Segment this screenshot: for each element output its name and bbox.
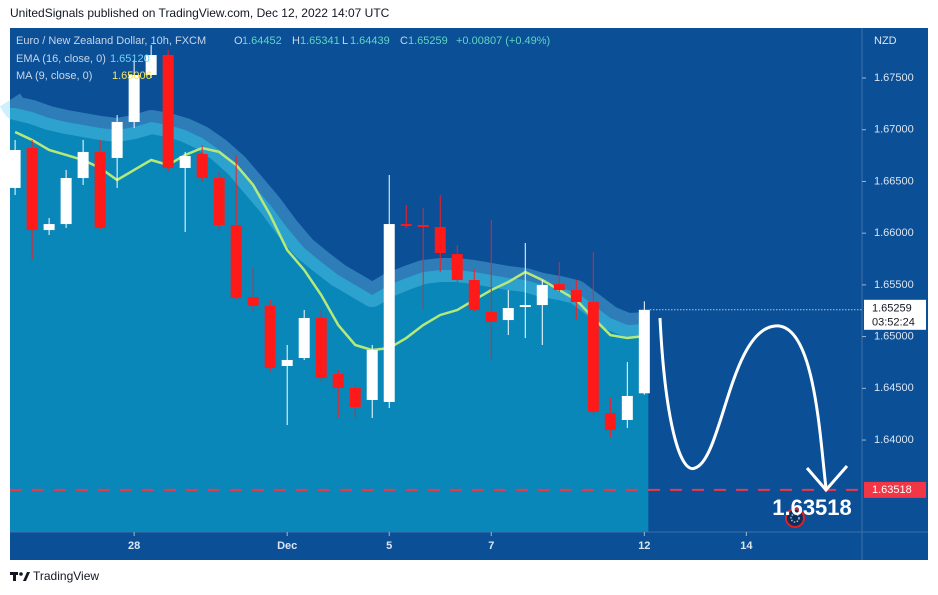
icon-dots [790, 513, 800, 523]
y-tick-label: 1.67500 [874, 72, 914, 84]
countdown-label: 03:52:24 [872, 317, 915, 329]
candle-body [434, 226, 446, 254]
legend-ohlc-value: 1.65341 [300, 35, 340, 47]
legend-ema-name: EMA (16, close, 0) [16, 53, 106, 65]
legend-ohlc-key: C [400, 35, 408, 47]
candle-body [247, 296, 259, 306]
legend-ohlc-key: L [342, 35, 348, 47]
candle-body [315, 317, 327, 378]
x-tick-label: 7 [488, 540, 494, 552]
legend-ema-value: 1.65120 [110, 53, 150, 65]
logo-part [13, 572, 16, 581]
y-tick-label: 1.64000 [874, 434, 914, 446]
y-tick-label: 1.66500 [874, 175, 914, 187]
candle-body [536, 284, 548, 306]
candle-body [281, 359, 293, 366]
last-price-box [864, 299, 926, 330]
x-tick-label: Dec [277, 540, 297, 552]
candle-body [111, 121, 123, 158]
candle-body [400, 224, 412, 227]
candle-body [417, 224, 429, 227]
publish-header: UnitedSignals published on TradingView.c… [10, 6, 390, 20]
y-tick-label: 1.65000 [874, 331, 914, 343]
candle-body [298, 317, 310, 359]
candle-body [349, 388, 361, 408]
level-price-box [864, 481, 926, 498]
legend-ohlc-value: 1.65259 [408, 35, 448, 47]
ema-band [0, 93, 645, 338]
candle-body [366, 350, 378, 401]
target-icon [785, 508, 805, 528]
candle-body [60, 178, 72, 225]
candle-body [638, 309, 650, 394]
candle-body [145, 55, 157, 75]
candle-body [468, 280, 480, 311]
candle-body [196, 154, 208, 179]
legend-ohlc-key: H [292, 35, 300, 47]
candle-body [162, 55, 174, 168]
last-price-label: 1.65259 [872, 303, 912, 315]
y-tick-label: 1.65500 [874, 279, 914, 291]
y-tick-label: 1.64500 [874, 382, 914, 394]
ma-line [14, 130, 645, 352]
y-tick-label: 1.67000 [874, 124, 914, 136]
arrow-curve [658, 317, 828, 489]
legend-change: +0.00807 (+0.49%) [456, 35, 550, 47]
brand-name: TradingView [33, 569, 99, 583]
candle-body [485, 311, 497, 323]
legend-ohlc-value: 1.64452 [242, 35, 282, 47]
candle-body [451, 254, 463, 281]
candle-body [230, 224, 242, 299]
brand-logo [10, 572, 30, 581]
legend-ohlc-key: O [234, 35, 243, 47]
icon-ring [785, 508, 805, 528]
x-tick-label: 14 [740, 540, 753, 552]
level-price-label: 1.63518 [872, 484, 912, 496]
candle-body [77, 151, 89, 179]
y-tick-label: 1.66000 [874, 227, 914, 239]
x-tick-label: 28 [128, 540, 140, 552]
candle-body [26, 148, 38, 231]
x-tick-label: 5 [386, 540, 392, 552]
candle-body [128, 74, 140, 122]
candle-body [587, 302, 599, 413]
logo-part [23, 572, 30, 581]
candle-body [43, 224, 55, 231]
candle-body [604, 413, 616, 431]
candle-body [383, 224, 395, 402]
level-annotation: 1.63518 [772, 495, 852, 520]
candle-body [179, 155, 191, 168]
logo-part [19, 572, 23, 576]
arrow-head [805, 465, 849, 493]
drawing-arrow [658, 317, 849, 493]
candle-body [502, 308, 514, 321]
plot-area [0, 44, 862, 533]
x-tick-label: 12 [638, 540, 650, 552]
currency-label: NZD [874, 35, 897, 47]
candle-body [553, 284, 565, 291]
legend-ohlc-value: 1.64439 [350, 35, 390, 47]
ema-area [10, 107, 649, 533]
candle-body [94, 151, 106, 228]
candle-body [213, 178, 225, 225]
candle-body [621, 395, 633, 420]
legend-ma-value: 1.65006 [112, 70, 152, 82]
candle-body [264, 305, 276, 369]
legend-ma-name: MA (9, close, 0) [16, 70, 92, 82]
candle-body [332, 374, 344, 389]
candle-body [519, 305, 531, 308]
candle-body [9, 149, 21, 188]
legend-title: Euro / New Zealand Dollar, 10h, FXCM [16, 35, 206, 47]
candle-body [570, 290, 582, 303]
